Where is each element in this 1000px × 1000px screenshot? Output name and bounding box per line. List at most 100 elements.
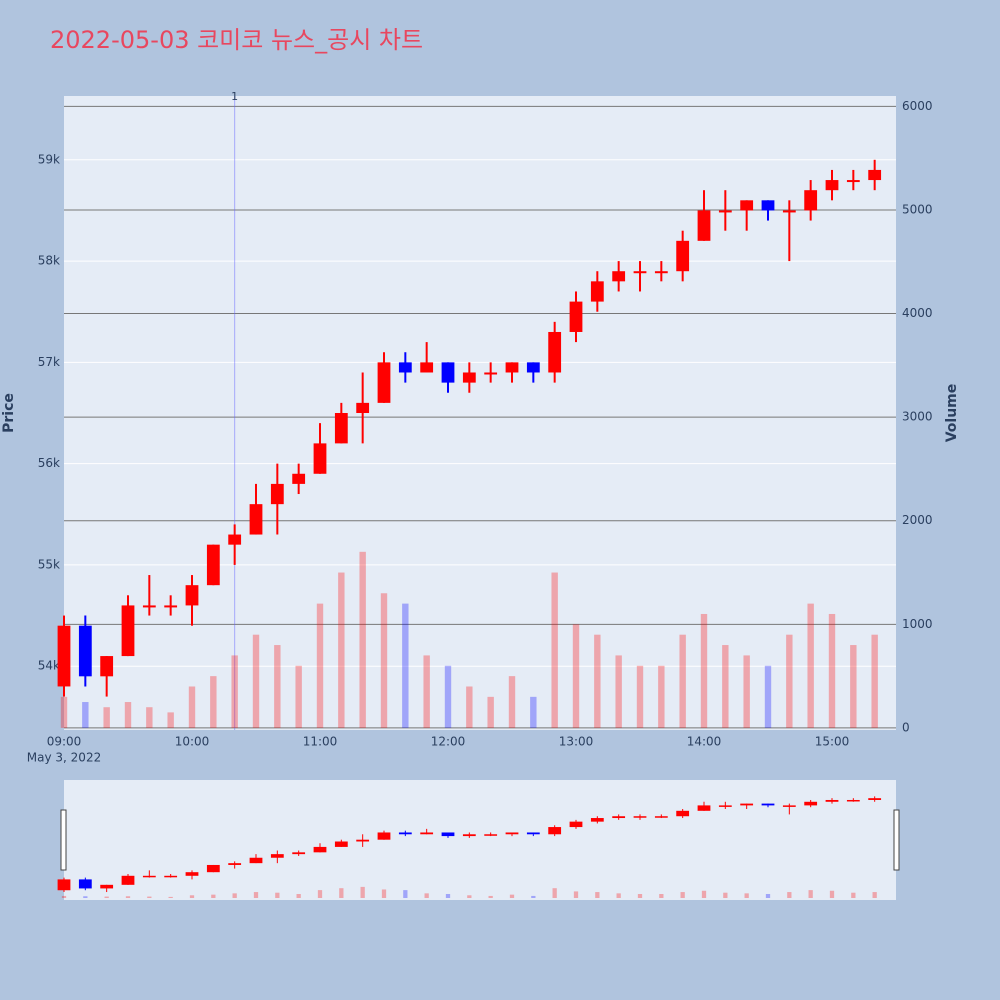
volume-bar xyxy=(338,572,345,728)
slider-body xyxy=(612,816,626,819)
slider-body xyxy=(548,827,562,835)
volume-bar xyxy=(764,665,772,728)
slider-body xyxy=(761,803,775,806)
candle-body xyxy=(142,605,156,608)
slider-volume xyxy=(403,890,408,898)
y2-tick-label: 6000 xyxy=(902,99,933,113)
y-tick-label: 57k xyxy=(38,355,60,369)
volume-bar xyxy=(380,593,388,728)
slider-body xyxy=(270,854,284,858)
volume-bar xyxy=(508,676,516,728)
slider-body xyxy=(377,832,391,840)
volume-bar xyxy=(786,634,793,728)
slider-volume xyxy=(701,890,707,898)
candle-body xyxy=(356,402,370,413)
slider-body xyxy=(505,832,519,835)
volume-bar xyxy=(594,634,601,728)
volume-bar xyxy=(807,603,814,728)
slider-volume xyxy=(851,892,856,898)
slider-volume xyxy=(339,888,344,898)
volume-bar xyxy=(679,634,686,728)
candle-body xyxy=(249,504,263,535)
y-axis-title: Price xyxy=(1,393,17,433)
candle-body xyxy=(868,169,882,181)
slider-volume xyxy=(488,895,493,898)
slider-handle[interactable] xyxy=(893,809,900,871)
candle-body xyxy=(57,625,71,687)
candle-body xyxy=(292,473,306,484)
candle-body xyxy=(398,362,412,373)
candle-body xyxy=(185,585,199,606)
x-tick-label: 09:00 xyxy=(47,735,82,749)
slider-body xyxy=(441,832,455,837)
volume-bar xyxy=(231,655,238,728)
volume-bar xyxy=(743,655,750,728)
slider-body xyxy=(633,816,647,818)
volume-bar xyxy=(316,603,324,728)
slider-volume xyxy=(595,892,600,898)
candle-body xyxy=(377,362,391,403)
slider-volume xyxy=(659,893,664,898)
annotation-label: 1 xyxy=(231,90,238,103)
slider-body xyxy=(100,884,114,889)
candle-body xyxy=(462,372,476,383)
slider-body xyxy=(78,879,92,889)
y2-tick-label: 5000 xyxy=(902,202,933,216)
slider-body xyxy=(356,839,370,842)
volume-bar xyxy=(551,572,558,728)
volume-bar xyxy=(402,603,409,728)
slider-body xyxy=(804,801,818,806)
volume-bar xyxy=(530,696,537,728)
slider-volume xyxy=(104,896,109,898)
y-tick-label: 54k xyxy=(38,659,60,673)
y2-tick-label: 0 xyxy=(902,720,910,734)
volume-bar xyxy=(359,551,366,728)
candle-body xyxy=(313,443,327,474)
slider-volume xyxy=(787,892,792,898)
x-tick-label: 10:00 xyxy=(175,735,210,749)
slider-volume xyxy=(317,890,323,898)
slider-body xyxy=(590,818,604,822)
slider-volume xyxy=(509,894,515,898)
volume-bar xyxy=(700,613,708,728)
candle-body xyxy=(782,210,796,213)
candle-body xyxy=(441,362,455,383)
volume-bar xyxy=(444,665,452,728)
slider-body xyxy=(782,805,796,807)
slider-volume xyxy=(232,893,237,898)
slider-volume xyxy=(531,895,536,898)
candle-body xyxy=(846,180,860,183)
plot-area xyxy=(64,96,896,730)
slider-volume xyxy=(83,896,88,898)
candle-body xyxy=(590,281,604,302)
y-tick-label: 59k xyxy=(38,152,60,166)
range-slider[interactable] xyxy=(64,780,896,900)
candle-body xyxy=(100,656,114,677)
slider-volume xyxy=(829,890,835,898)
slider-body xyxy=(420,832,434,835)
volume-bar xyxy=(295,665,302,728)
slider-body xyxy=(462,834,476,837)
slider-body xyxy=(228,863,242,865)
x-date-label: May 3, 2022 xyxy=(27,751,101,765)
slider-volume xyxy=(424,893,429,898)
volume-bar xyxy=(188,686,196,728)
volume-bar xyxy=(850,645,857,728)
volume-bar xyxy=(828,613,836,728)
slider-volume xyxy=(637,893,643,898)
slider-volume xyxy=(765,893,771,898)
volume-bar xyxy=(658,665,665,728)
slider-body xyxy=(121,875,135,885)
slider-body xyxy=(206,864,220,873)
slider-volume xyxy=(552,888,557,898)
slider-body xyxy=(868,798,882,800)
slider-body xyxy=(292,852,306,855)
candle-body xyxy=(526,362,540,373)
candle-body xyxy=(697,210,711,241)
slider-volume xyxy=(147,896,152,898)
candle-body xyxy=(484,372,498,375)
slider-handle[interactable] xyxy=(60,809,67,871)
slider-volume xyxy=(189,895,195,898)
slider-body xyxy=(57,879,71,891)
x-tick-label: 12:00 xyxy=(431,735,466,749)
